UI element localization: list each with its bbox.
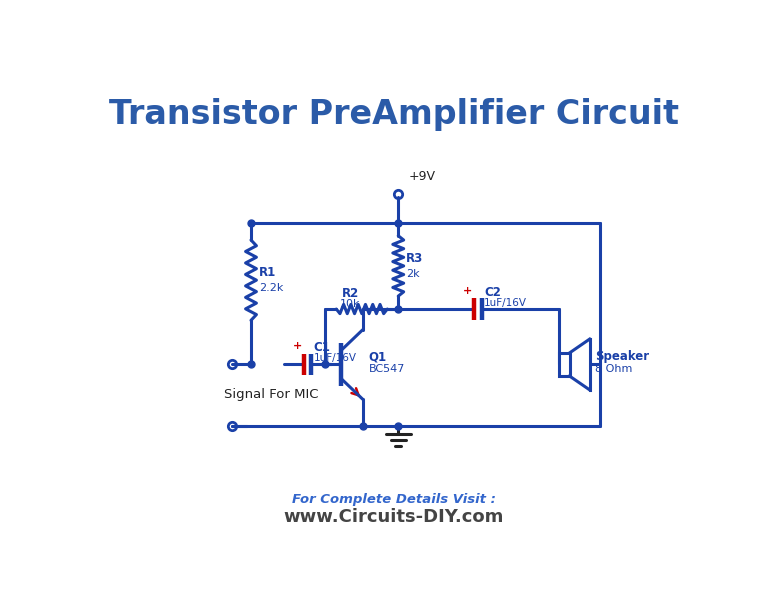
Text: +9V: +9V [409, 170, 436, 183]
Text: 1uF/16V: 1uF/16V [485, 298, 528, 308]
Text: R3: R3 [406, 252, 423, 265]
Text: 8 Ohm: 8 Ohm [595, 364, 633, 374]
Text: For Complete Details Visit :: For Complete Details Visit : [292, 493, 495, 506]
Text: Speaker: Speaker [595, 350, 649, 363]
Text: C2: C2 [485, 286, 502, 298]
Text: Transistor PreAmplifier Circuit: Transistor PreAmplifier Circuit [108, 98, 679, 131]
Text: +: + [463, 286, 472, 296]
Text: Signal For MIC: Signal For MIC [224, 388, 319, 401]
Text: 2k: 2k [406, 268, 419, 279]
Text: +: + [293, 341, 302, 352]
Text: Q1: Q1 [369, 350, 387, 363]
Text: www.Circuits-DIY.com: www.Circuits-DIY.com [283, 508, 504, 526]
Text: C1: C1 [314, 341, 331, 354]
Text: 2.2k: 2.2k [259, 283, 283, 293]
Text: 10k: 10k [340, 300, 360, 310]
Text: BC547: BC547 [369, 364, 406, 374]
Bar [558, 353, 570, 376]
Text: R1: R1 [259, 266, 276, 279]
Text: R2: R2 [342, 287, 359, 300]
Text: 1uF/16V: 1uF/16V [314, 353, 357, 364]
